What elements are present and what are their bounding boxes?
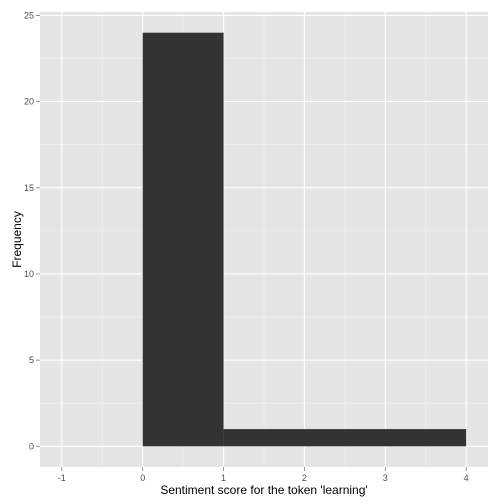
y-axis-title: Frequency (10, 211, 24, 268)
x-tick-label: 0 (140, 473, 145, 483)
x-tick-label: 1 (221, 473, 226, 483)
y-tick-label: 5 (29, 355, 34, 365)
grid-major (40, 12, 488, 467)
histogram-bar (142, 32, 224, 447)
y-tick-label: 0 (29, 441, 34, 451)
y-tick-label: 20 (24, 97, 34, 107)
histogram-bar (223, 429, 467, 447)
y-tick-label: 10 (24, 269, 34, 279)
y-tick-label: 25 (24, 10, 34, 20)
x-tick-label: 3 (383, 473, 388, 483)
x-tick-label: 2 (302, 473, 307, 483)
x-tick-label: -1 (58, 473, 66, 483)
histogram-bars (142, 32, 467, 447)
x-axis-ticks: -1 0 1 2 3 4 (58, 467, 469, 483)
y-axis-ticks: 0 5 10 15 20 25 (24, 10, 40, 451)
x-tick-label: 4 (464, 473, 469, 483)
x-axis-title: Sentiment score for the token 'learning' (160, 483, 367, 497)
y-tick-label: 15 (24, 183, 34, 193)
